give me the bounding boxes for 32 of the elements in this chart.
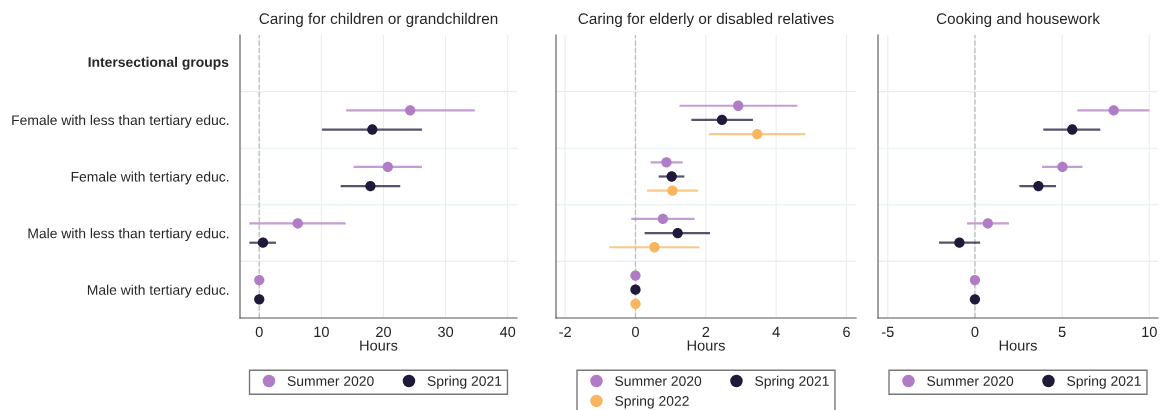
x-tick-label: 10 <box>314 326 329 338</box>
x-tick-label: 10 <box>1142 326 1157 338</box>
x-tick-label: -5 <box>881 326 894 338</box>
chart-title: Caring for children or grandchildren <box>259 12 498 28</box>
legend-label: Spring 2021 <box>427 375 502 389</box>
x-tick-label: 4 <box>772 326 780 337</box>
legend-label: Spring 2021 <box>1067 375 1141 389</box>
x-axis-title: Hours <box>999 340 1037 351</box>
x-axis-title: Hours <box>360 340 398 351</box>
x-tick-label: 0 <box>632 326 639 338</box>
x-tick-label: 5 <box>1058 326 1066 338</box>
legend-label: Summer 2020 <box>615 376 702 386</box>
x-tick-label: 2 <box>702 326 710 337</box>
x-tick-label: 0 <box>255 326 263 338</box>
x-tick-label: 40 <box>499 326 516 338</box>
chart-title: Cooking and housework <box>936 12 1100 28</box>
x-tick-label: 20 <box>376 326 392 338</box>
chart-title: Caring for elderly or disabled relatives <box>578 12 834 28</box>
x-tick-label: -2 <box>559 326 571 337</box>
text: Intersectional groups <box>88 56 229 70</box>
y-tick-label: Female with tertiary educ. <box>71 171 229 185</box>
legend-label: Summer 2020 <box>927 376 1014 386</box>
y-tick-label: Female with less than tertiary educ. <box>12 114 229 128</box>
x-axis-title: Hours <box>687 340 725 351</box>
legend-label: Spring 2021 <box>755 375 829 389</box>
x-tick-label: 0 <box>971 326 979 338</box>
legend-label: Spring 2022 <box>615 395 689 409</box>
legend-label: Summer 2020 <box>287 376 374 386</box>
x-tick-label: 30 <box>438 326 454 338</box>
y-tick-label: Male with tertiary educ. <box>87 284 229 298</box>
y-tick-label: Male with less than tertiary educ. <box>28 228 229 242</box>
x-tick-label: 6 <box>843 326 850 338</box>
